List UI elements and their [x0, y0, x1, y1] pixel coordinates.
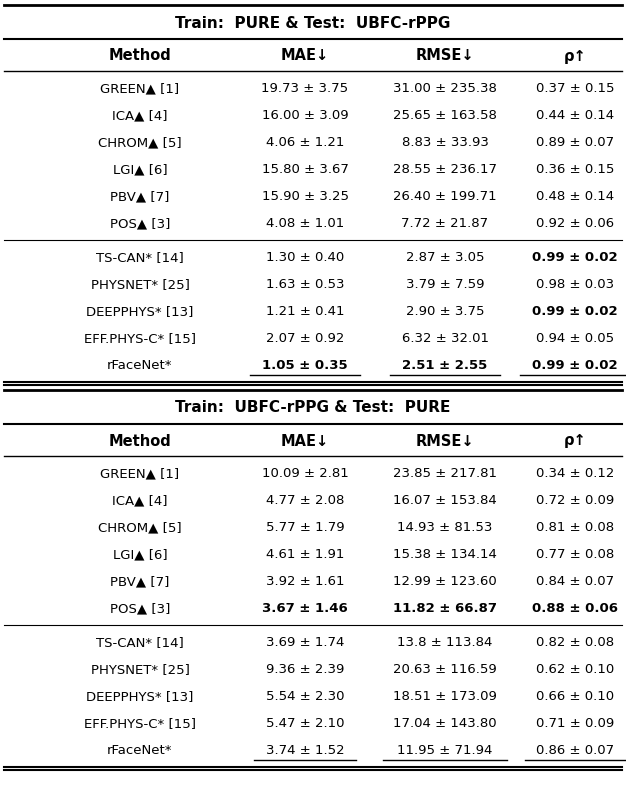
Text: 0.92 ± 0.06: 0.92 ± 0.06	[536, 217, 614, 230]
Text: LGI▲ [6]: LGI▲ [6]	[113, 548, 167, 561]
Text: 0.81 ± 0.08: 0.81 ± 0.08	[536, 521, 614, 534]
Text: EFF.PHYS-C* [15]: EFF.PHYS-C* [15]	[84, 332, 196, 345]
Text: rFaceNet*: rFaceNet*	[107, 744, 173, 757]
Text: Method: Method	[109, 434, 172, 448]
Text: 3.79 ± 7.59: 3.79 ± 7.59	[406, 278, 485, 291]
Text: 15.80 ± 3.67: 15.80 ± 3.67	[262, 163, 349, 176]
Text: POS▲ [3]: POS▲ [3]	[110, 602, 170, 615]
Text: 3.69 ± 1.74: 3.69 ± 1.74	[266, 636, 344, 649]
Text: 0.99 ± 0.02: 0.99 ± 0.02	[532, 305, 618, 318]
Text: 4.61 ± 1.91: 4.61 ± 1.91	[266, 548, 344, 561]
Text: PHYSNET* [25]: PHYSNET* [25]	[91, 663, 190, 676]
Text: 28.55 ± 236.17: 28.55 ± 236.17	[393, 163, 497, 176]
Text: 16.00 ± 3.09: 16.00 ± 3.09	[262, 109, 348, 122]
Text: 15.90 ± 3.25: 15.90 ± 3.25	[262, 190, 349, 203]
Text: 0.88 ± 0.06: 0.88 ± 0.06	[532, 602, 618, 615]
Text: ICA▲ [4]: ICA▲ [4]	[112, 494, 168, 507]
Text: 9.36 ± 2.39: 9.36 ± 2.39	[266, 663, 344, 676]
Text: 1.30 ± 0.40: 1.30 ± 0.40	[266, 251, 344, 264]
Text: 0.62 ± 0.10: 0.62 ± 0.10	[536, 663, 614, 676]
Text: RMSE↓: RMSE↓	[416, 434, 475, 448]
Text: 2.90 ± 3.75: 2.90 ± 3.75	[406, 305, 485, 318]
Text: TS-CAN* [14]: TS-CAN* [14]	[96, 636, 184, 649]
Text: 0.99 ± 0.02: 0.99 ± 0.02	[532, 359, 618, 372]
Text: POS▲ [3]: POS▲ [3]	[110, 217, 170, 230]
Text: 0.48 ± 0.14: 0.48 ± 0.14	[536, 190, 614, 203]
Text: 7.72 ± 21.87: 7.72 ± 21.87	[401, 217, 488, 230]
Text: 0.34 ± 0.12: 0.34 ± 0.12	[536, 467, 614, 480]
Text: 16.07 ± 153.84: 16.07 ± 153.84	[393, 494, 497, 507]
Text: Method: Method	[109, 48, 172, 64]
Text: 0.99 ± 0.02: 0.99 ± 0.02	[532, 251, 618, 264]
Text: 17.04 ± 143.80: 17.04 ± 143.80	[393, 717, 497, 730]
Text: ρ↑: ρ↑	[563, 48, 587, 64]
Text: 1.63 ± 0.53: 1.63 ± 0.53	[266, 278, 344, 291]
Text: 2.51 ± 2.55: 2.51 ± 2.55	[403, 359, 488, 372]
Text: MAE↓: MAE↓	[281, 434, 329, 448]
Text: 0.84 ± 0.07: 0.84 ± 0.07	[536, 575, 614, 588]
Text: PHYSNET* [25]: PHYSNET* [25]	[91, 278, 190, 291]
Text: 3.92 ± 1.61: 3.92 ± 1.61	[266, 575, 344, 588]
Text: 19.73 ± 3.75: 19.73 ± 3.75	[262, 82, 349, 95]
Text: Train:  PURE & Test:  UBFC-rPPG: Train: PURE & Test: UBFC-rPPG	[175, 15, 451, 31]
Text: EFF.PHYS-C* [15]: EFF.PHYS-C* [15]	[84, 717, 196, 730]
Text: 5.54 ± 2.30: 5.54 ± 2.30	[266, 690, 344, 703]
Text: 18.51 ± 173.09: 18.51 ± 173.09	[393, 690, 497, 703]
Text: 1.05 ± 0.35: 1.05 ± 0.35	[262, 359, 348, 372]
Text: ICA▲ [4]: ICA▲ [4]	[112, 109, 168, 122]
Text: 0.72 ± 0.09: 0.72 ± 0.09	[536, 494, 614, 507]
Text: 0.86 ± 0.07: 0.86 ± 0.07	[536, 744, 614, 757]
Text: DEEPPHYS* [13]: DEEPPHYS* [13]	[86, 305, 193, 318]
Text: 6.32 ± 32.01: 6.32 ± 32.01	[401, 332, 488, 345]
Text: 0.98 ± 0.03: 0.98 ± 0.03	[536, 278, 614, 291]
Text: GREEN▲ [1]: GREEN▲ [1]	[100, 467, 180, 480]
Text: 4.08 ± 1.01: 4.08 ± 1.01	[266, 217, 344, 230]
Text: DEEPPHYS* [13]: DEEPPHYS* [13]	[86, 690, 193, 703]
Text: 23.85 ± 217.81: 23.85 ± 217.81	[393, 467, 497, 480]
Text: LGI▲ [6]: LGI▲ [6]	[113, 163, 167, 176]
Text: 4.77 ± 2.08: 4.77 ± 2.08	[266, 494, 344, 507]
Text: CHROM▲ [5]: CHROM▲ [5]	[98, 136, 182, 149]
Text: 3.74 ± 1.52: 3.74 ± 1.52	[265, 744, 344, 757]
Text: ρ↑: ρ↑	[563, 434, 587, 448]
Text: 0.94 ± 0.05: 0.94 ± 0.05	[536, 332, 614, 345]
Text: 5.77 ± 1.79: 5.77 ± 1.79	[265, 521, 344, 534]
Text: 13.8 ± 113.84: 13.8 ± 113.84	[398, 636, 493, 649]
Text: 0.36 ± 0.15: 0.36 ± 0.15	[536, 163, 614, 176]
Text: 0.44 ± 0.14: 0.44 ± 0.14	[536, 109, 614, 122]
Text: CHROM▲ [5]: CHROM▲ [5]	[98, 521, 182, 534]
Text: 11.82 ± 66.87: 11.82 ± 66.87	[393, 602, 497, 615]
Text: 31.00 ± 235.38: 31.00 ± 235.38	[393, 82, 497, 95]
Text: 10.09 ± 2.81: 10.09 ± 2.81	[262, 467, 349, 480]
Text: TS-CAN* [14]: TS-CAN* [14]	[96, 251, 184, 264]
Text: 12.99 ± 123.60: 12.99 ± 123.60	[393, 575, 497, 588]
Text: 8.83 ± 33.93: 8.83 ± 33.93	[401, 136, 488, 149]
Text: 26.40 ± 199.71: 26.40 ± 199.71	[393, 190, 497, 203]
Text: 14.93 ± 81.53: 14.93 ± 81.53	[398, 521, 493, 534]
Text: 2.87 ± 3.05: 2.87 ± 3.05	[406, 251, 485, 264]
Text: PBV▲ [7]: PBV▲ [7]	[110, 190, 170, 203]
Text: 0.66 ± 0.10: 0.66 ± 0.10	[536, 690, 614, 703]
Text: rFaceNet*: rFaceNet*	[107, 359, 173, 372]
Text: 20.63 ± 116.59: 20.63 ± 116.59	[393, 663, 497, 676]
Text: 11.95 ± 71.94: 11.95 ± 71.94	[398, 744, 493, 757]
Text: 15.38 ± 134.14: 15.38 ± 134.14	[393, 548, 497, 561]
Text: Train:  UBFC-rPPG & Test:  PURE: Train: UBFC-rPPG & Test: PURE	[175, 401, 451, 416]
Text: 3.67 ± 1.46: 3.67 ± 1.46	[262, 602, 348, 615]
Text: 1.21 ± 0.41: 1.21 ± 0.41	[266, 305, 344, 318]
Text: GREEN▲ [1]: GREEN▲ [1]	[100, 82, 180, 95]
Text: RMSE↓: RMSE↓	[416, 48, 475, 64]
Text: 0.77 ± 0.08: 0.77 ± 0.08	[536, 548, 614, 561]
Text: MAE↓: MAE↓	[281, 48, 329, 64]
Text: 0.71 ± 0.09: 0.71 ± 0.09	[536, 717, 614, 730]
Text: PBV▲ [7]: PBV▲ [7]	[110, 575, 170, 588]
Text: 0.89 ± 0.07: 0.89 ± 0.07	[536, 136, 614, 149]
Text: 2.07 ± 0.92: 2.07 ± 0.92	[266, 332, 344, 345]
Text: 25.65 ± 163.58: 25.65 ± 163.58	[393, 109, 497, 122]
Text: 4.06 ± 1.21: 4.06 ± 1.21	[266, 136, 344, 149]
Text: 5.47 ± 2.10: 5.47 ± 2.10	[266, 717, 344, 730]
Text: 0.82 ± 0.08: 0.82 ± 0.08	[536, 636, 614, 649]
Text: 0.37 ± 0.15: 0.37 ± 0.15	[536, 82, 614, 95]
